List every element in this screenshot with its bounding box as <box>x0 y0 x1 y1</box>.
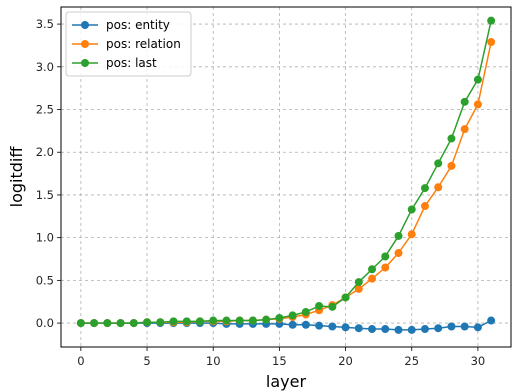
data-point <box>460 97 469 106</box>
data-point <box>116 319 125 328</box>
data-point <box>473 100 482 109</box>
series-pos-last <box>76 16 496 328</box>
data-point <box>235 316 244 325</box>
data-point <box>354 324 363 333</box>
data-point <box>447 322 456 331</box>
data-point <box>301 320 310 329</box>
data-point <box>434 159 443 168</box>
y-tick-label: 0.0 <box>36 316 54 330</box>
data-point <box>341 323 350 332</box>
data-point <box>169 317 178 326</box>
x-axis-label: layer <box>266 372 307 391</box>
legend-item-pos-entity: pos: entity <box>72 18 170 32</box>
data-point <box>381 325 390 334</box>
data-point <box>434 183 443 192</box>
data-point <box>368 265 377 274</box>
y-tick-label: 1.5 <box>36 188 54 202</box>
data-point <box>209 316 218 325</box>
x-tick-label: 5 <box>143 354 150 368</box>
data-point <box>76 319 85 328</box>
data-point <box>156 318 165 327</box>
y-tick-label: 1.0 <box>36 231 54 245</box>
legend-label: pos: relation <box>106 37 181 51</box>
x-tick-label: 10 <box>206 354 221 368</box>
y-tick-label: 3.5 <box>36 17 54 31</box>
data-point <box>195 317 204 326</box>
data-point <box>248 316 257 325</box>
data-point <box>90 319 99 328</box>
data-point <box>473 323 482 332</box>
data-point <box>487 16 496 25</box>
data-point <box>328 302 337 311</box>
data-point <box>315 321 324 330</box>
data-point <box>381 263 390 272</box>
data-point <box>394 249 403 258</box>
data-point <box>487 38 496 47</box>
legend-marker <box>81 40 89 48</box>
data-point <box>341 293 350 302</box>
legend-box <box>65 11 192 77</box>
data-point <box>460 322 469 331</box>
legend: pos: entity pos: relation pos: last <box>65 11 192 77</box>
data-point <box>262 315 271 324</box>
legend-item-pos-relation: pos: relation <box>72 37 181 51</box>
data-point <box>407 230 416 239</box>
data-point <box>460 125 469 134</box>
y-tick-label: 3.0 <box>36 60 54 74</box>
legend-label: pos: entity <box>106 18 170 32</box>
data-point <box>129 319 138 328</box>
data-point <box>381 252 390 261</box>
data-point <box>447 134 456 143</box>
axis-ticks: 0 5 10 15 20 25 30 0.0 0.5 1.0 1.5 2.0 2.5 3.0 3.5 <box>36 17 486 368</box>
data-point <box>447 161 456 170</box>
data-point <box>407 325 416 334</box>
y-tick-label: 2.0 <box>36 145 54 159</box>
data-point <box>434 324 443 333</box>
data-point <box>394 325 403 334</box>
y-tick-label: 0.5 <box>36 273 54 287</box>
data-point <box>407 205 416 214</box>
data-point <box>328 322 337 331</box>
data-point <box>275 313 284 322</box>
y-tick-label: 2.5 <box>36 103 54 117</box>
data-point <box>420 202 429 211</box>
data-point <box>288 320 297 329</box>
data-point <box>354 284 363 293</box>
legend-label: pos: last <box>106 56 157 70</box>
x-tick-label: 0 <box>77 354 84 368</box>
data-point <box>420 184 429 193</box>
x-tick-label: 30 <box>471 354 486 368</box>
data-point <box>394 231 403 240</box>
data-point <box>182 317 191 326</box>
x-tick-label: 20 <box>338 354 353 368</box>
data-point <box>103 319 112 328</box>
data-point <box>222 316 231 325</box>
y-axis-label: logitdiff <box>7 146 26 208</box>
plot-frame <box>60 6 512 348</box>
legend-marker <box>81 59 89 67</box>
legend-item-pos-last: pos: last <box>72 56 157 70</box>
data-point <box>368 325 377 334</box>
data-point <box>368 274 377 283</box>
series-layer <box>76 16 496 334</box>
data-point <box>487 316 496 325</box>
data-point <box>354 278 363 287</box>
legend-marker <box>81 21 89 29</box>
data-point <box>473 75 482 84</box>
data-point <box>301 307 310 316</box>
data-point <box>143 318 152 327</box>
x-tick-label: 25 <box>404 354 419 368</box>
x-tick-label: 15 <box>272 354 287 368</box>
data-point <box>420 325 429 334</box>
data-point <box>315 301 324 310</box>
data-point <box>288 311 297 320</box>
